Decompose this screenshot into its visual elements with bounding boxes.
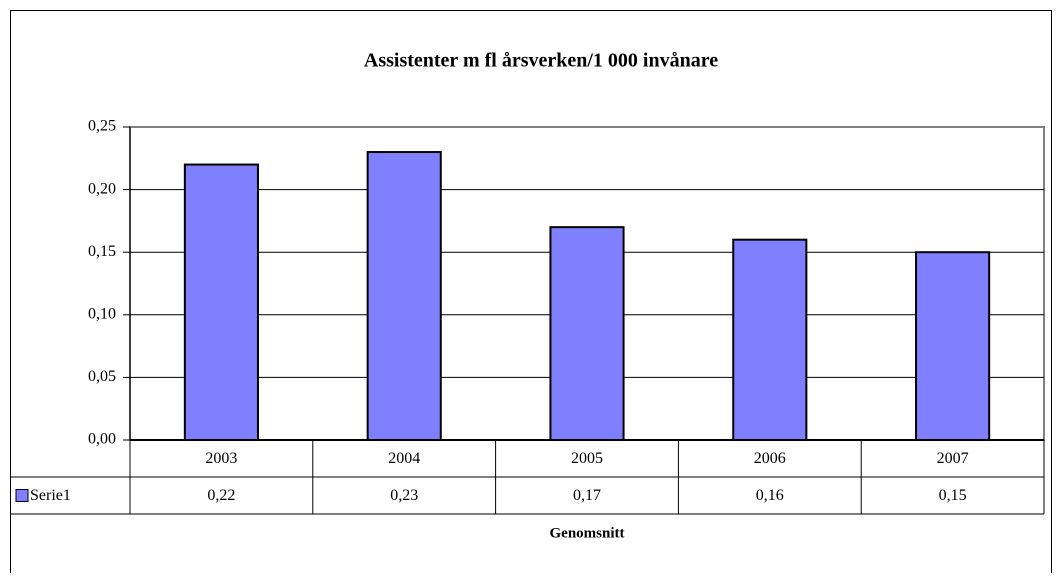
data-table-value: 0,23 bbox=[390, 487, 418, 504]
x-tick-label: 2003 bbox=[205, 450, 237, 467]
y-tick-label: 0,05 bbox=[88, 368, 116, 385]
x-tick-label: 2005 bbox=[571, 450, 603, 467]
legend-label: Serie1 bbox=[30, 487, 71, 504]
bar bbox=[366, 151, 442, 441]
x-axis-label: Genomsnitt bbox=[550, 525, 625, 541]
data-table-value: 0,15 bbox=[939, 487, 967, 504]
bar bbox=[549, 226, 625, 441]
y-tick-label: 0,20 bbox=[88, 180, 116, 197]
data-table-value: 0,22 bbox=[207, 487, 235, 504]
bar bbox=[183, 163, 259, 441]
y-tick-label: 0,25 bbox=[88, 118, 116, 135]
data-table-value: 0,17 bbox=[573, 487, 601, 504]
y-tick-label: 0,15 bbox=[88, 243, 116, 260]
x-tick-label: 2007 bbox=[937, 450, 969, 467]
data-table-value: 0,16 bbox=[756, 487, 784, 504]
y-tick-label: 0,00 bbox=[88, 431, 116, 448]
legend-swatch bbox=[15, 489, 29, 502]
bar bbox=[915, 251, 991, 441]
y-tick-label: 0,10 bbox=[88, 305, 116, 322]
x-tick-label: 2004 bbox=[388, 450, 420, 467]
x-tick-label: 2006 bbox=[754, 450, 786, 467]
bar bbox=[732, 238, 808, 441]
chart-title: Assistenter m fl årsverken/1 000 invånar… bbox=[364, 50, 718, 72]
